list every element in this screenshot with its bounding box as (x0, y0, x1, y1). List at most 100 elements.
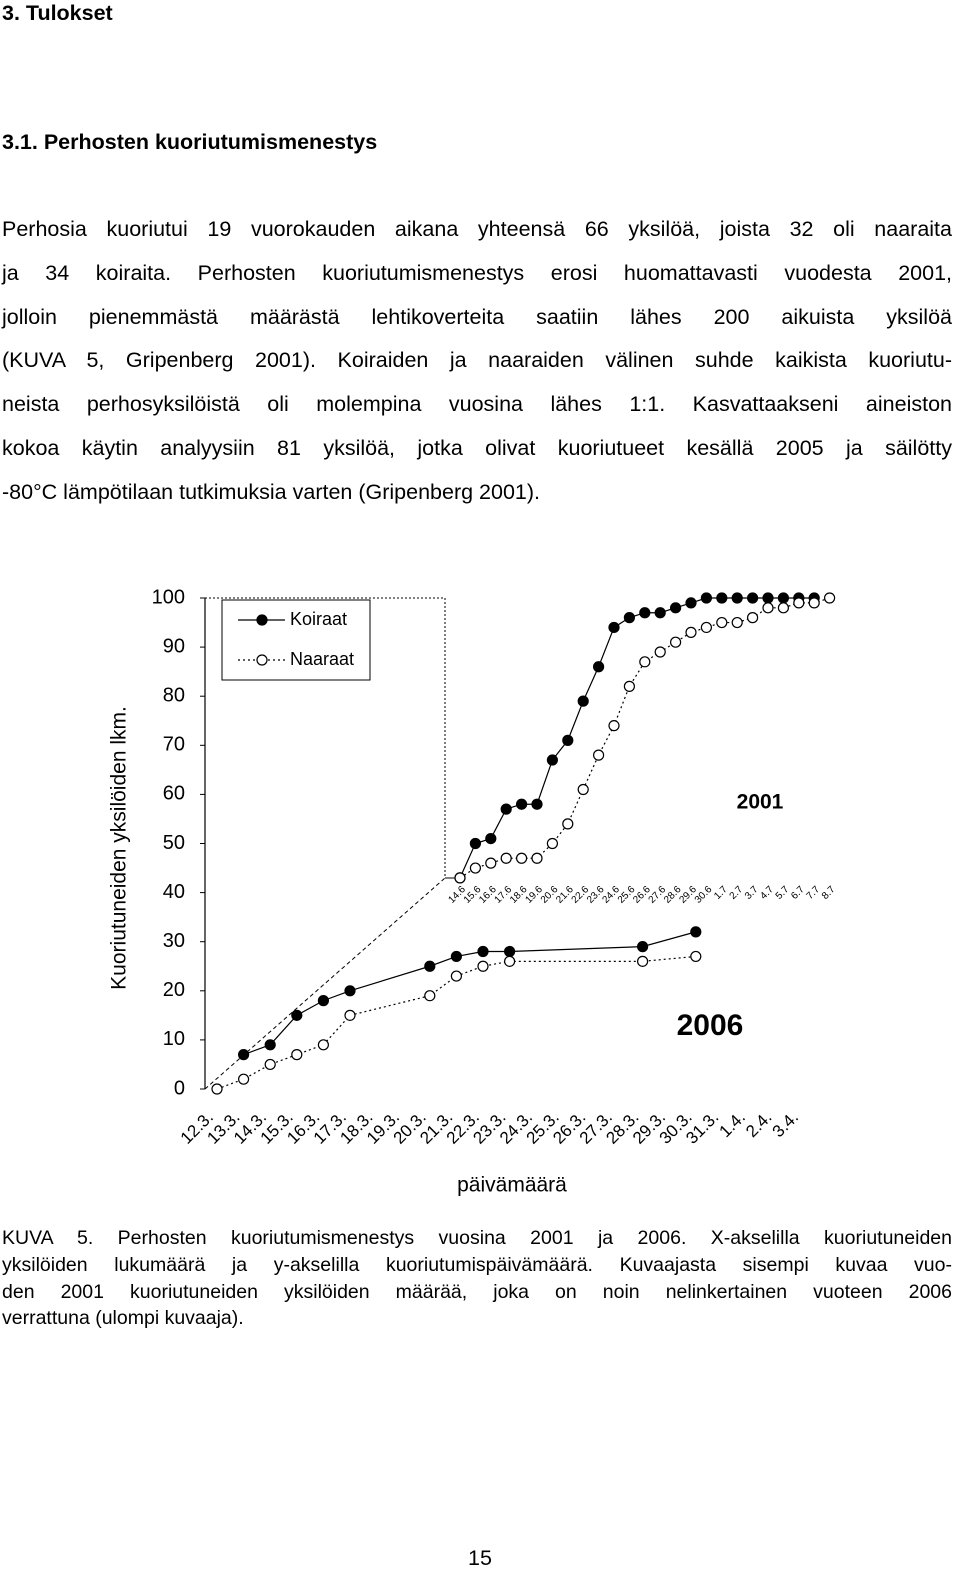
text-line: kokoa käytin analyysiin 81 yksilöä, jotk… (2, 436, 952, 460)
marker (731, 616, 743, 629)
marker (562, 734, 574, 746)
marker (424, 990, 436, 1002)
marker (716, 592, 728, 604)
marker (808, 597, 820, 609)
marker (264, 1058, 276, 1071)
marker (291, 1049, 303, 1061)
marker (546, 837, 559, 850)
y-tick-label: 40 (163, 881, 185, 903)
x-tick-label: 2.4. (742, 1108, 775, 1141)
marker (344, 985, 356, 997)
text-line: Perhosia kuoriutui 19 vuorokauden aikana… (2, 217, 952, 241)
marker (577, 783, 589, 796)
marker (669, 602, 682, 614)
y-tick-label: 30 (163, 930, 185, 952)
y-tick-label: 20 (163, 979, 185, 1001)
marker (238, 1049, 250, 1061)
legend-marker (256, 614, 268, 626)
marker (211, 1083, 223, 1095)
text-line: -80°C lämpötilaan tutkimuksia varten (Gr… (2, 479, 540, 504)
marker (531, 798, 543, 810)
x-tick-label: 30.6 (693, 884, 715, 906)
marker (746, 612, 759, 624)
marker (264, 1039, 276, 1051)
marker (469, 862, 481, 874)
marker (685, 626, 697, 638)
series-line (243, 931, 696, 1056)
figure: 12.3.13.3.14.3.15.3.16.3.17.3.18.3.19.3.… (108, 586, 838, 1197)
x-axis-label: päivämäärä (457, 1174, 567, 1197)
marker (562, 818, 574, 830)
series-line (216, 955, 696, 1090)
legend-box (221, 599, 371, 681)
marker (700, 621, 713, 634)
marker (793, 597, 805, 609)
legend-label: Naaraat (290, 649, 354, 669)
marker (700, 592, 713, 604)
marker (669, 636, 682, 648)
y-tick-label: 100 (152, 586, 185, 608)
marker (636, 955, 649, 967)
zoom-line (204, 877, 446, 1090)
marker (777, 592, 790, 604)
marker (690, 926, 702, 938)
text-line: ja 34 koiraita. Perhosten kuoriutumismen… (2, 260, 952, 285)
annotation: 2001 (737, 791, 784, 814)
marker (731, 592, 743, 604)
marker (636, 941, 649, 953)
x-tick-label: 1.4. (716, 1108, 749, 1141)
marker (424, 960, 436, 972)
text-line: neista perhosyksilöistä oli molempina vu… (2, 392, 952, 417)
text-line: den 2001 kuoriutuneiden yksilöiden määrä… (2, 1280, 952, 1303)
marker (823, 592, 836, 604)
marker (577, 695, 589, 707)
marker (317, 1039, 329, 1051)
marker (685, 597, 697, 609)
marker (515, 852, 528, 864)
y-tick-label: 60 (163, 783, 185, 805)
series-line (459, 597, 830, 879)
marker (238, 1073, 250, 1085)
marker (500, 803, 512, 815)
marker (746, 592, 759, 604)
marker (485, 857, 497, 869)
marker (485, 832, 497, 845)
marker (608, 720, 620, 732)
y-tick-label: 80 (163, 684, 185, 706)
marker (291, 1009, 303, 1021)
text-line: jolloin pienemmästä määrästä lehtikovert… (2, 304, 952, 329)
marker (654, 646, 666, 658)
page-number: 15 (468, 1546, 492, 1570)
text-line: (KUVA 5, Gripenberg 2001). Koiraiden ja … (2, 348, 952, 373)
marker (623, 612, 636, 624)
y-axis-label: Kuoriutuneiden yksilöiden lkm. (108, 706, 131, 990)
y-tick-label: 0 (174, 1077, 185, 1099)
marker (654, 607, 666, 619)
marker (762, 602, 774, 614)
series-line (459, 597, 815, 879)
y-tick-label: 10 (163, 1028, 185, 1050)
marker (531, 852, 543, 864)
marker (623, 680, 636, 692)
text-line: KUVA 5. Perhosten kuoriutumismenestys vu… (2, 1227, 952, 1249)
marker (777, 602, 790, 614)
marker (344, 1009, 356, 1021)
marker (504, 955, 516, 967)
marker (762, 592, 774, 604)
marker (469, 837, 481, 850)
y-tick-label: 90 (163, 635, 185, 657)
marker (639, 607, 651, 619)
text-line: verrattuna (ulompi kuvaaja). (2, 1307, 244, 1330)
y-tick-label: 70 (163, 734, 185, 756)
marker (639, 656, 651, 668)
marker (608, 621, 620, 634)
marker (592, 749, 605, 761)
marker (477, 945, 489, 958)
y-tick-label: 50 (163, 832, 185, 854)
subheading: 3.1. Perhosten kuoriutumismenestys (2, 130, 378, 154)
marker (592, 661, 605, 673)
marker (317, 995, 329, 1007)
x-tick-label: 3.4. (769, 1108, 802, 1141)
legend-marker (256, 654, 268, 666)
